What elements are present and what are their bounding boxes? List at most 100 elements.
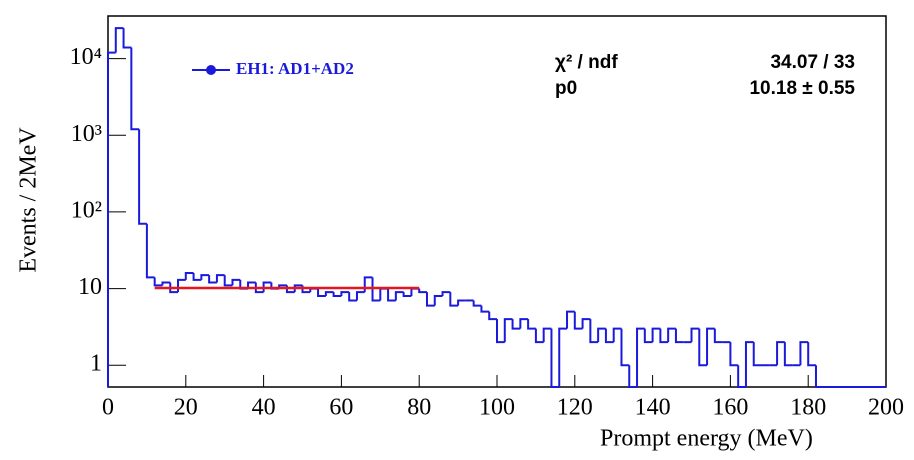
histogram-bin	[628, 365, 638, 388]
x-tick-label: 80	[407, 395, 431, 421]
histogram-bin	[169, 282, 179, 294]
histogram-bin	[589, 319, 599, 344]
x-tick-label: 0	[102, 395, 114, 421]
y-tick-label: 10²	[71, 197, 102, 223]
histogram-bin	[107, 51, 116, 387]
histogram-bin	[317, 288, 326, 298]
histogram-bin	[324, 291, 334, 297]
histogram-bin	[293, 284, 303, 293]
stat-label: χ² / ndf	[555, 52, 618, 73]
y-tick-label: 10	[78, 274, 102, 300]
histogram-bin	[130, 47, 140, 131]
histogram-bin	[122, 28, 132, 49]
histogram-bin	[659, 328, 669, 344]
histogram-bin	[752, 342, 762, 367]
histogram-bin	[177, 278, 186, 293]
histogram-bin	[223, 275, 233, 287]
histogram-bin	[208, 275, 217, 284]
histogram-bin	[488, 311, 497, 321]
histogram-bin	[776, 341, 785, 366]
histogram-bin	[636, 327, 645, 387]
histogram-bin	[698, 328, 708, 367]
histogram-bin	[363, 276, 373, 293]
histogram-bin	[573, 311, 583, 330]
histogram-bin	[807, 342, 816, 367]
histogram-bin	[138, 129, 147, 225]
histogram-bin	[387, 288, 396, 302]
x-tick-label: 160	[712, 395, 748, 421]
histogram-bin	[503, 318, 513, 343]
histogram-bin	[153, 277, 163, 287]
histogram-bin	[161, 281, 171, 286]
histogram-bin	[247, 281, 256, 289]
x-tick-label: 40	[252, 395, 276, 421]
histogram-bin	[814, 365, 824, 388]
histogram-bin	[566, 310, 575, 329]
histogram-bin	[425, 292, 435, 307]
histogram-bin	[449, 292, 459, 307]
histogram-bin	[394, 291, 404, 301]
x-tick-label: 120	[557, 395, 593, 421]
histogram-bin	[534, 328, 544, 344]
histogram-bin	[457, 299, 466, 306]
histogram-bin	[379, 287, 389, 301]
histogram-bin	[200, 274, 210, 280]
histogram-bin	[667, 327, 676, 343]
histogram-bin	[348, 292, 357, 302]
histogram-bin	[511, 319, 521, 330]
histogram-bin	[558, 327, 568, 387]
histogram-bin	[597, 327, 606, 343]
histogram-bin	[192, 272, 202, 281]
histogram-bin	[184, 271, 194, 280]
histogram-bin	[651, 327, 661, 343]
x-tick-label: 20	[174, 395, 198, 421]
histogram-bin	[472, 300, 482, 307]
histogram-bin	[542, 327, 552, 343]
histogram-bin	[231, 278, 241, 286]
histogram-bin	[527, 319, 536, 330]
histogram-bin	[410, 287, 420, 297]
y-tick-label: 10⁴	[70, 44, 102, 70]
stat-value: 10.18 ± 0.55	[749, 78, 855, 99]
x-tick-label: 140	[635, 395, 671, 421]
histogram-bin	[355, 291, 365, 301]
histogram-bin	[737, 365, 746, 388]
histogram-bin	[744, 341, 754, 387]
x-tick-label: 200	[868, 395, 904, 421]
histogram-bin	[441, 291, 451, 297]
histogram-bin	[114, 27, 124, 53]
histogram-bin	[340, 291, 350, 297]
histogram-bin	[371, 277, 381, 302]
histogram-bin	[799, 341, 809, 366]
histogram-bin	[674, 328, 684, 344]
histogram-bin	[581, 318, 591, 329]
histogram-bin	[713, 328, 723, 344]
histogram-bin	[402, 292, 412, 298]
histogram-bin	[706, 327, 715, 366]
histogram-bin	[519, 318, 529, 329]
histogram-bin	[332, 292, 342, 298]
histogram-bin	[729, 342, 739, 367]
y-axis-label: Events / 2MeV	[16, 127, 42, 273]
legend-marker	[206, 65, 216, 75]
histogram-bin	[643, 328, 653, 344]
histogram-bin	[433, 295, 443, 306]
x-tick-label: 60	[329, 395, 353, 421]
histogram-bin	[418, 288, 427, 294]
histogram-bin	[690, 327, 700, 343]
x-tick-label: 180	[790, 395, 826, 421]
histogram-bin	[480, 305, 490, 313]
histogram-bin	[620, 328, 630, 367]
histogram-bin	[254, 282, 264, 294]
histogram-bin	[550, 328, 560, 388]
y-tick-label: 1	[90, 351, 102, 377]
histogram-bin	[145, 223, 155, 279]
histogram-bin	[783, 342, 793, 367]
histogram-bin	[215, 274, 225, 283]
histogram-bin	[496, 319, 505, 344]
histogram-bin	[612, 327, 622, 343]
stat-value: 34.07 / 33	[770, 52, 855, 73]
legend-label: EH1: AD1+AD2	[236, 59, 354, 78]
